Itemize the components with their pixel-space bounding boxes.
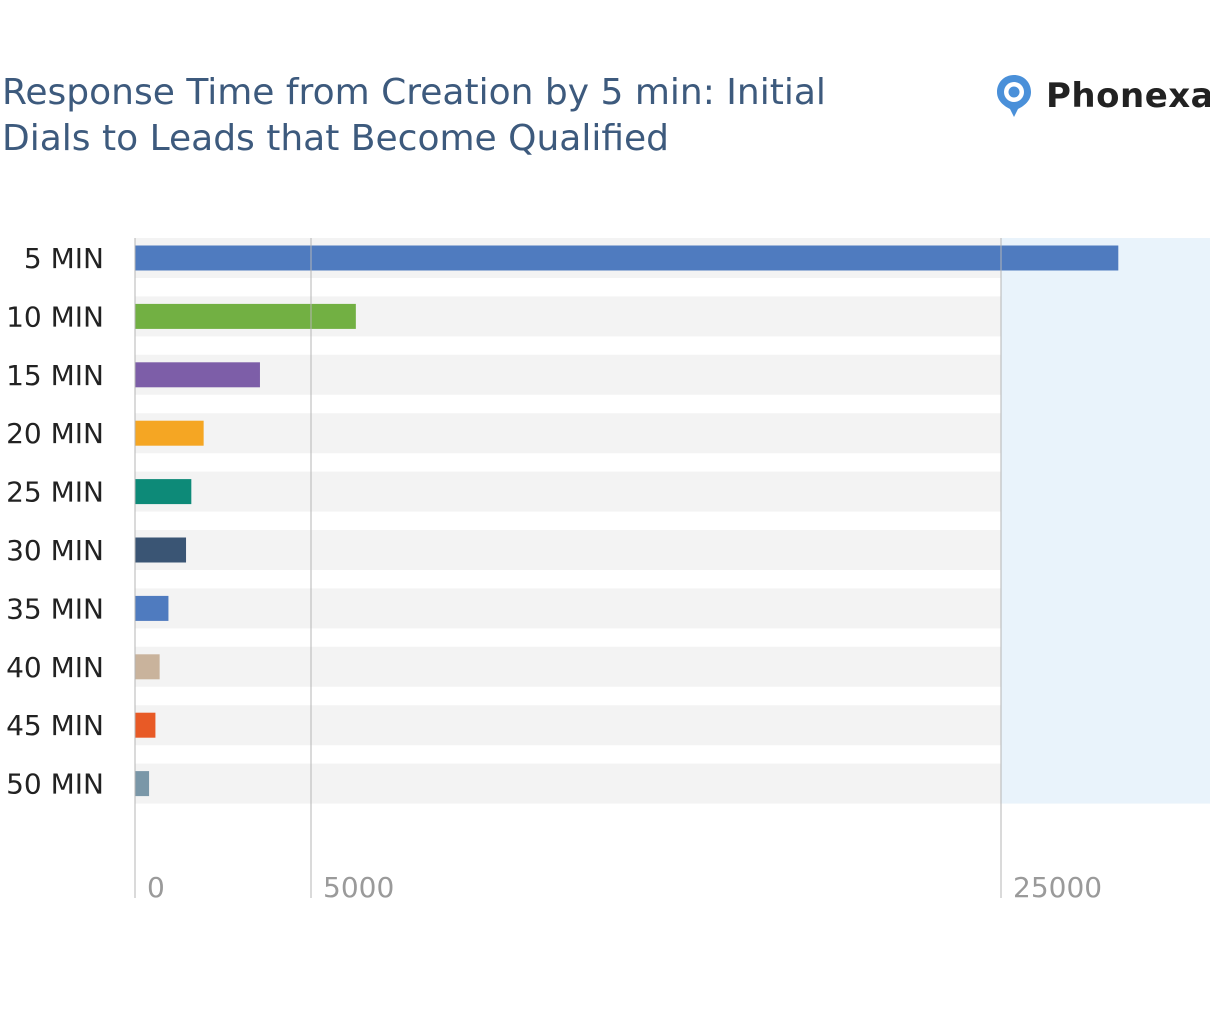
category-label: 20 MIN — [6, 417, 104, 450]
x-tick-label: 25000 — [1013, 871, 1102, 904]
category-label: 45 MIN — [6, 709, 104, 742]
category-label: 50 MIN — [6, 768, 104, 801]
category-label: 10 MIN — [6, 300, 104, 333]
bar-20-min — [135, 420, 204, 446]
bar-45-min — [135, 712, 156, 738]
bar-10-min — [135, 303, 356, 329]
row-background — [135, 588, 1001, 629]
row-background — [135, 354, 1001, 395]
row-background — [135, 763, 1001, 804]
brand-logo: Phonexa® — [994, 72, 1210, 120]
x-tick-label: 0 — [147, 871, 165, 904]
location-pin-chat-icon — [997, 75, 1031, 117]
brand-name: Phonexa® — [1046, 76, 1210, 116]
bar-50-min — [135, 771, 150, 797]
category-label: 35 MIN — [6, 592, 104, 625]
row-background — [135, 530, 1001, 570]
bar-35-min — [135, 595, 169, 621]
bar-40-min — [135, 654, 160, 680]
bar-25-min — [135, 479, 192, 505]
x-tick-label: 5000 — [323, 871, 394, 904]
bar-5-min — [135, 245, 1119, 271]
category-label: 15 MIN — [6, 359, 104, 392]
chart-title: Response Time from Creation by 5 min: In… — [2, 72, 826, 159]
category-label: 5 MIN — [24, 242, 104, 275]
row-background — [135, 413, 1001, 454]
plot-region-extension — [1001, 238, 1210, 804]
row-background — [135, 471, 1001, 512]
row-background — [135, 646, 1001, 687]
category-label: 40 MIN — [6, 651, 104, 684]
bar-15-min — [135, 362, 260, 388]
row-background — [135, 705, 1001, 746]
bar-30-min — [135, 537, 187, 563]
category-label: 25 MIN — [6, 476, 104, 509]
category-label: 30 MIN — [6, 534, 104, 567]
